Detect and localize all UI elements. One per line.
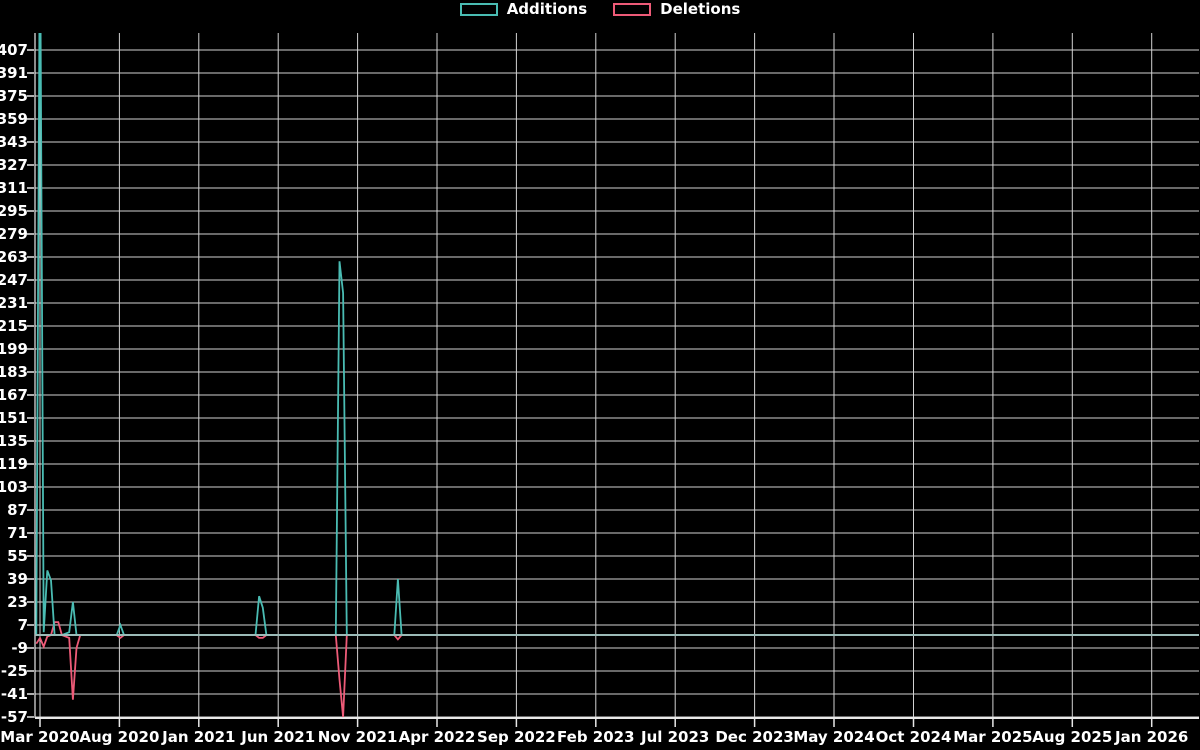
svg-text:119: 119 — [0, 455, 28, 473]
svg-text:Oct 2024: Oct 2024 — [876, 728, 952, 746]
deletions-legend-label: Deletions — [660, 0, 741, 18]
legend-item-additions[interactable]: Additions — [459, 0, 588, 18]
svg-text:-9: -9 — [11, 639, 28, 657]
svg-text:407: 407 — [0, 41, 28, 59]
svg-text:55: 55 — [7, 547, 28, 565]
svg-text:135: 135 — [0, 432, 28, 450]
deletions-line — [35, 621, 1198, 718]
svg-text:279: 279 — [0, 225, 28, 243]
svg-text:327: 327 — [0, 156, 28, 174]
svg-text:391: 391 — [0, 64, 28, 82]
y-gridlines — [35, 49, 1199, 718]
svg-text:Feb 2023: Feb 2023 — [557, 728, 635, 746]
svg-text:May 2024: May 2024 — [793, 728, 874, 746]
additions-legend-label: Additions — [506, 0, 588, 18]
x-ticks — [39, 718, 1153, 727]
svg-text:7: 7 — [18, 616, 28, 634]
svg-text:-57: -57 — [1, 708, 28, 726]
svg-text:Jul 2023: Jul 2023 — [640, 728, 709, 746]
y-ticks — [27, 49, 34, 718]
additions-swatch-icon — [459, 2, 498, 16]
svg-text:247: 247 — [0, 271, 28, 289]
svg-text:295: 295 — [0, 202, 28, 220]
svg-text:Jan 2021: Jan 2021 — [161, 728, 235, 746]
svg-text:375: 375 — [0, 87, 28, 105]
svg-text:311: 311 — [0, 179, 28, 197]
svg-text:167: 167 — [0, 386, 28, 404]
svg-text:87: 87 — [7, 501, 28, 519]
y-labels: 407 391 375 359 343 327 311 295 279 263 247 231 215 1… — [0, 41, 28, 726]
svg-text:23: 23 — [7, 593, 28, 611]
svg-text:Aug 2020: Aug 2020 — [79, 728, 159, 746]
svg-text:151: 151 — [0, 409, 28, 427]
svg-text:39: 39 — [7, 570, 28, 588]
svg-text:343: 343 — [0, 133, 28, 151]
series-group — [35, 33, 1199, 718]
svg-text:Nov 2021: Nov 2021 — [318, 728, 398, 746]
deletions-swatch-icon — [613, 2, 652, 16]
svg-text:263: 263 — [0, 248, 28, 266]
svg-text:199: 199 — [0, 340, 28, 358]
svg-text:103: 103 — [0, 478, 28, 496]
chart-legend: Additions Deletions — [0, 0, 1200, 18]
svg-text:-25: -25 — [1, 662, 28, 680]
svg-text:-41: -41 — [1, 685, 28, 703]
x-gridlines — [39, 33, 1153, 718]
svg-text:215: 215 — [0, 317, 28, 335]
svg-text:Apr 2022: Apr 2022 — [399, 728, 476, 746]
svg-text:Jun 2021: Jun 2021 — [240, 728, 315, 746]
svg-text:Mar 2025: Mar 2025 — [953, 728, 1032, 746]
svg-text:71: 71 — [7, 524, 28, 542]
svg-text:Jan 2026: Jan 2026 — [1114, 728, 1188, 746]
x-labels: Mar 2020 Aug 2020 Jan 2021 Jun 2021 Nov 2021… — [0, 728, 1188, 746]
svg-text:Mar 2020: Mar 2020 — [0, 728, 79, 746]
svg-text:231: 231 — [0, 294, 28, 312]
svg-text:Dec 2023: Dec 2023 — [715, 728, 794, 746]
svg-text:183: 183 — [0, 363, 28, 381]
additions-line — [35, 33, 1198, 636]
svg-text:Sep 2022: Sep 2022 — [477, 728, 556, 746]
svg-text:359: 359 — [0, 110, 28, 128]
legend-item-deletions[interactable]: Deletions — [613, 0, 740, 18]
svg-text:Aug 2025: Aug 2025 — [1032, 728, 1112, 746]
